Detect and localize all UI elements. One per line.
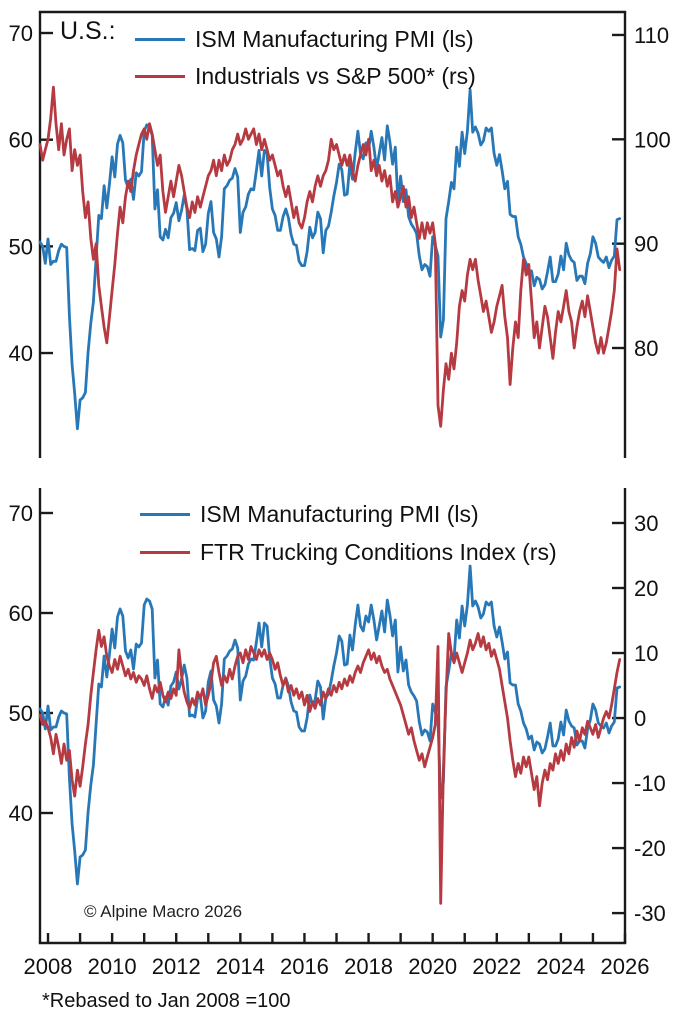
series-line-top-1 <box>38 85 622 428</box>
legend-swatch-red <box>140 550 190 555</box>
x-axis-year-label: 2014 <box>216 954 265 979</box>
right-axis-tick-label: -10 <box>634 771 666 796</box>
legend-row-bottom-ftr: FTR Trucking Conditions Index (rs) <box>140 539 557 566</box>
legend-row-bottom-ism: ISM Manufacturing PMI (ls) <box>140 501 479 528</box>
x-axis-year-label: 2022 <box>472 954 521 979</box>
x-axis-year-label: 2026 <box>601 954 650 979</box>
copyright-note: © Alpine Macro 2026 <box>84 902 243 921</box>
right-axis-tick-label: 20 <box>634 576 658 601</box>
right-axis-tick-label: 0 <box>634 706 646 731</box>
right-axis-tick-label: 30 <box>634 511 658 536</box>
series-line-bottom-0 <box>38 564 622 886</box>
right-axis-tick-label: 100 <box>634 127 671 152</box>
left-axis-tick-label: 50 <box>9 234 33 259</box>
footnote: *Rebased to Jan 2008 =100 <box>42 990 291 1012</box>
left-axis-tick-label: 70 <box>9 501 33 526</box>
right-axis-tick-label: -30 <box>634 901 666 926</box>
x-axis-year-label: 2008 <box>24 954 73 979</box>
right-axis-tick-label: 110 <box>634 23 669 48</box>
x-axis-year-label: 2010 <box>88 954 137 979</box>
x-axis-year-label: 2020 <box>408 954 457 979</box>
x-axis-year-label: 2016 <box>280 954 329 979</box>
left-axis-tick-label: 60 <box>9 128 33 153</box>
left-axis-tick-label: 50 <box>9 701 33 726</box>
x-axis-year-label: 2018 <box>344 954 393 979</box>
legend-label: ISM Manufacturing PMI (ls) <box>200 501 479 527</box>
right-axis-tick-label: 80 <box>634 336 658 361</box>
left-axis-tick-label: 40 <box>9 341 33 366</box>
panel-top: 70 60 50 40 110 100 90 80 <box>9 10 671 458</box>
right-axis-tick-label: 10 <box>634 641 658 666</box>
left-axis-tick-label: 60 <box>9 601 33 626</box>
legend-row-top-industrials: Industrials vs S&P 500* (rs) <box>135 63 476 90</box>
right-axis-tick-label: 90 <box>634 232 658 257</box>
region-label: U.S.: <box>60 17 116 45</box>
legend-label: ISM Manufacturing PMI (ls) <box>195 26 474 52</box>
legend-label: FTR Trucking Conditions Index (rs) <box>200 539 557 565</box>
legend-label: Industrials vs S&P 500* (rs) <box>195 63 476 89</box>
legend-swatch-red <box>135 74 185 79</box>
series-line-top-0 <box>38 88 622 431</box>
left-axis-tick-label: 40 <box>9 801 33 826</box>
right-axis-tick-label: -20 <box>634 836 666 861</box>
legend-swatch-blue <box>140 512 190 517</box>
legend-row-top-ism: ISM Manufacturing PMI (ls) <box>135 26 474 53</box>
left-axis-tick-label: 70 <box>9 21 33 46</box>
series-line-bottom-1 <box>38 628 622 905</box>
legend-swatch-blue <box>135 37 185 42</box>
x-axis-year-label: 2024 <box>536 954 585 979</box>
x-axis-year-label: 2012 <box>152 954 201 979</box>
